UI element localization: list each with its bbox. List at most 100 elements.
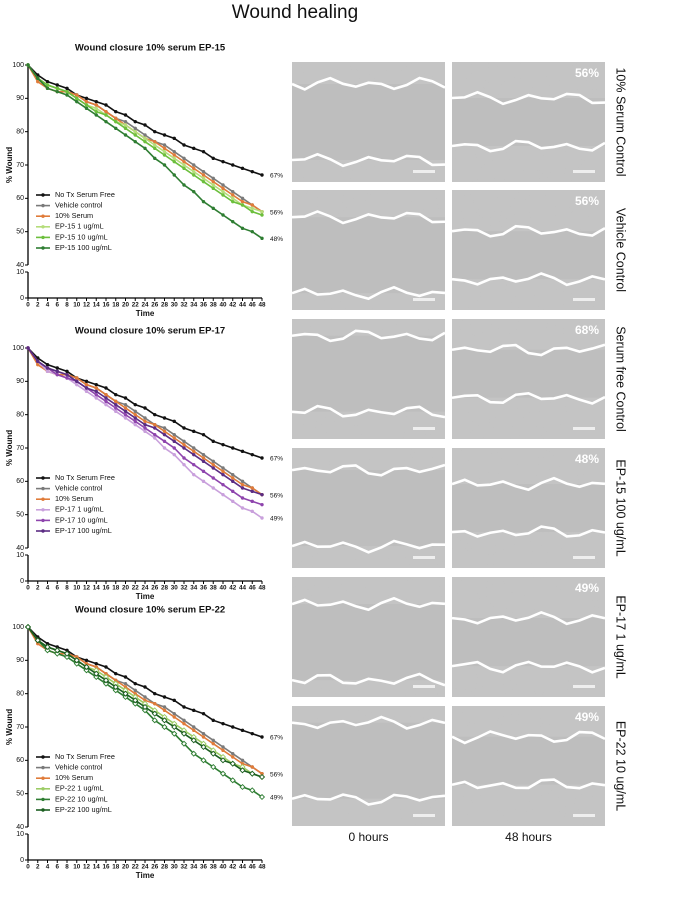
y-tick-label: 80 xyxy=(16,412,24,419)
x-tick-label: 0 xyxy=(26,585,30,592)
point xyxy=(240,449,245,454)
wound-area xyxy=(452,736,605,785)
point xyxy=(201,173,206,177)
point xyxy=(94,109,98,114)
y-tick-label: 90 xyxy=(16,378,24,385)
point xyxy=(221,466,225,470)
point xyxy=(94,396,98,400)
y-tick-label: 0 xyxy=(20,295,24,302)
scale-bar xyxy=(573,427,595,430)
point xyxy=(182,462,186,467)
point xyxy=(221,183,225,187)
x-tick-label: 20 xyxy=(122,585,130,592)
point xyxy=(141,707,149,714)
point xyxy=(221,193,225,197)
point xyxy=(192,429,196,434)
point xyxy=(182,143,186,147)
point xyxy=(104,399,108,404)
point xyxy=(44,643,51,651)
wound-edge xyxy=(291,596,446,612)
point xyxy=(250,499,254,504)
x-tick-label: 40 xyxy=(219,864,227,871)
legend-marker xyxy=(41,476,45,480)
point xyxy=(172,446,176,450)
legend-marker xyxy=(41,797,45,802)
point xyxy=(36,362,40,367)
point xyxy=(123,126,128,131)
wound-area xyxy=(452,618,605,667)
x-tick-label: 8 xyxy=(65,864,69,871)
x-tick-label: 48 xyxy=(258,302,266,309)
legend-label: EP-22 100 ug/mL xyxy=(55,805,112,814)
y-tick-label: 60 xyxy=(16,757,24,764)
point xyxy=(36,76,40,81)
point xyxy=(240,758,245,763)
point xyxy=(114,392,118,397)
point xyxy=(231,219,235,224)
point xyxy=(211,186,215,191)
point xyxy=(171,723,178,731)
point xyxy=(104,392,108,397)
point xyxy=(153,422,157,427)
point xyxy=(143,139,147,144)
scale-bar xyxy=(573,298,595,301)
point xyxy=(180,740,188,747)
wound-area xyxy=(292,722,445,799)
legend-marker xyxy=(41,235,45,240)
point xyxy=(172,436,176,440)
row-label: Serum free Control xyxy=(614,326,628,432)
point xyxy=(54,647,61,654)
point xyxy=(132,697,139,704)
point xyxy=(84,661,89,666)
point xyxy=(45,86,50,91)
legend-label: No Tx Serum Free xyxy=(55,473,115,482)
point xyxy=(211,462,215,467)
point xyxy=(162,439,167,444)
legend-marker xyxy=(41,486,45,491)
point xyxy=(104,386,108,390)
y-tick-label: 40 xyxy=(16,824,24,831)
point xyxy=(104,671,108,676)
end-label: 56% xyxy=(270,209,283,216)
x-tick-label: 32 xyxy=(180,302,188,309)
point xyxy=(260,735,264,739)
point xyxy=(133,402,137,407)
x-tick-label: 12 xyxy=(83,302,91,309)
x-tick-label: 42 xyxy=(229,585,237,592)
point xyxy=(201,432,206,437)
x-tick-label: 0 xyxy=(26,864,30,871)
point xyxy=(75,93,79,97)
point xyxy=(211,179,215,184)
point xyxy=(221,213,225,217)
point xyxy=(141,703,149,711)
point xyxy=(75,379,79,384)
point xyxy=(133,119,137,124)
point xyxy=(210,763,217,771)
x-tick-label: 6 xyxy=(55,864,59,871)
x-tick-label: 46 xyxy=(249,585,257,592)
point xyxy=(45,366,50,370)
wound-edge xyxy=(291,329,446,343)
point xyxy=(211,476,215,480)
x-tick-label: 28 xyxy=(161,585,169,592)
wound-edge xyxy=(291,404,446,419)
scale-bar xyxy=(413,427,435,430)
scale-bar xyxy=(573,685,595,688)
x-tick-label: 26 xyxy=(151,585,159,592)
point xyxy=(114,116,118,121)
point xyxy=(221,748,225,753)
point xyxy=(94,392,98,397)
point xyxy=(240,486,245,490)
legend-marker xyxy=(41,787,45,791)
point xyxy=(172,711,176,716)
x-tick-label: 4 xyxy=(46,864,50,871)
point xyxy=(162,163,167,167)
scale-bar xyxy=(413,685,435,688)
point xyxy=(211,486,215,490)
legend-marker xyxy=(41,508,45,512)
x-tick-label: 24 xyxy=(141,585,149,592)
point xyxy=(143,136,147,141)
y-tick-label: 50 xyxy=(16,791,24,798)
x-tick-label: 10 xyxy=(73,585,81,592)
point xyxy=(153,146,157,151)
